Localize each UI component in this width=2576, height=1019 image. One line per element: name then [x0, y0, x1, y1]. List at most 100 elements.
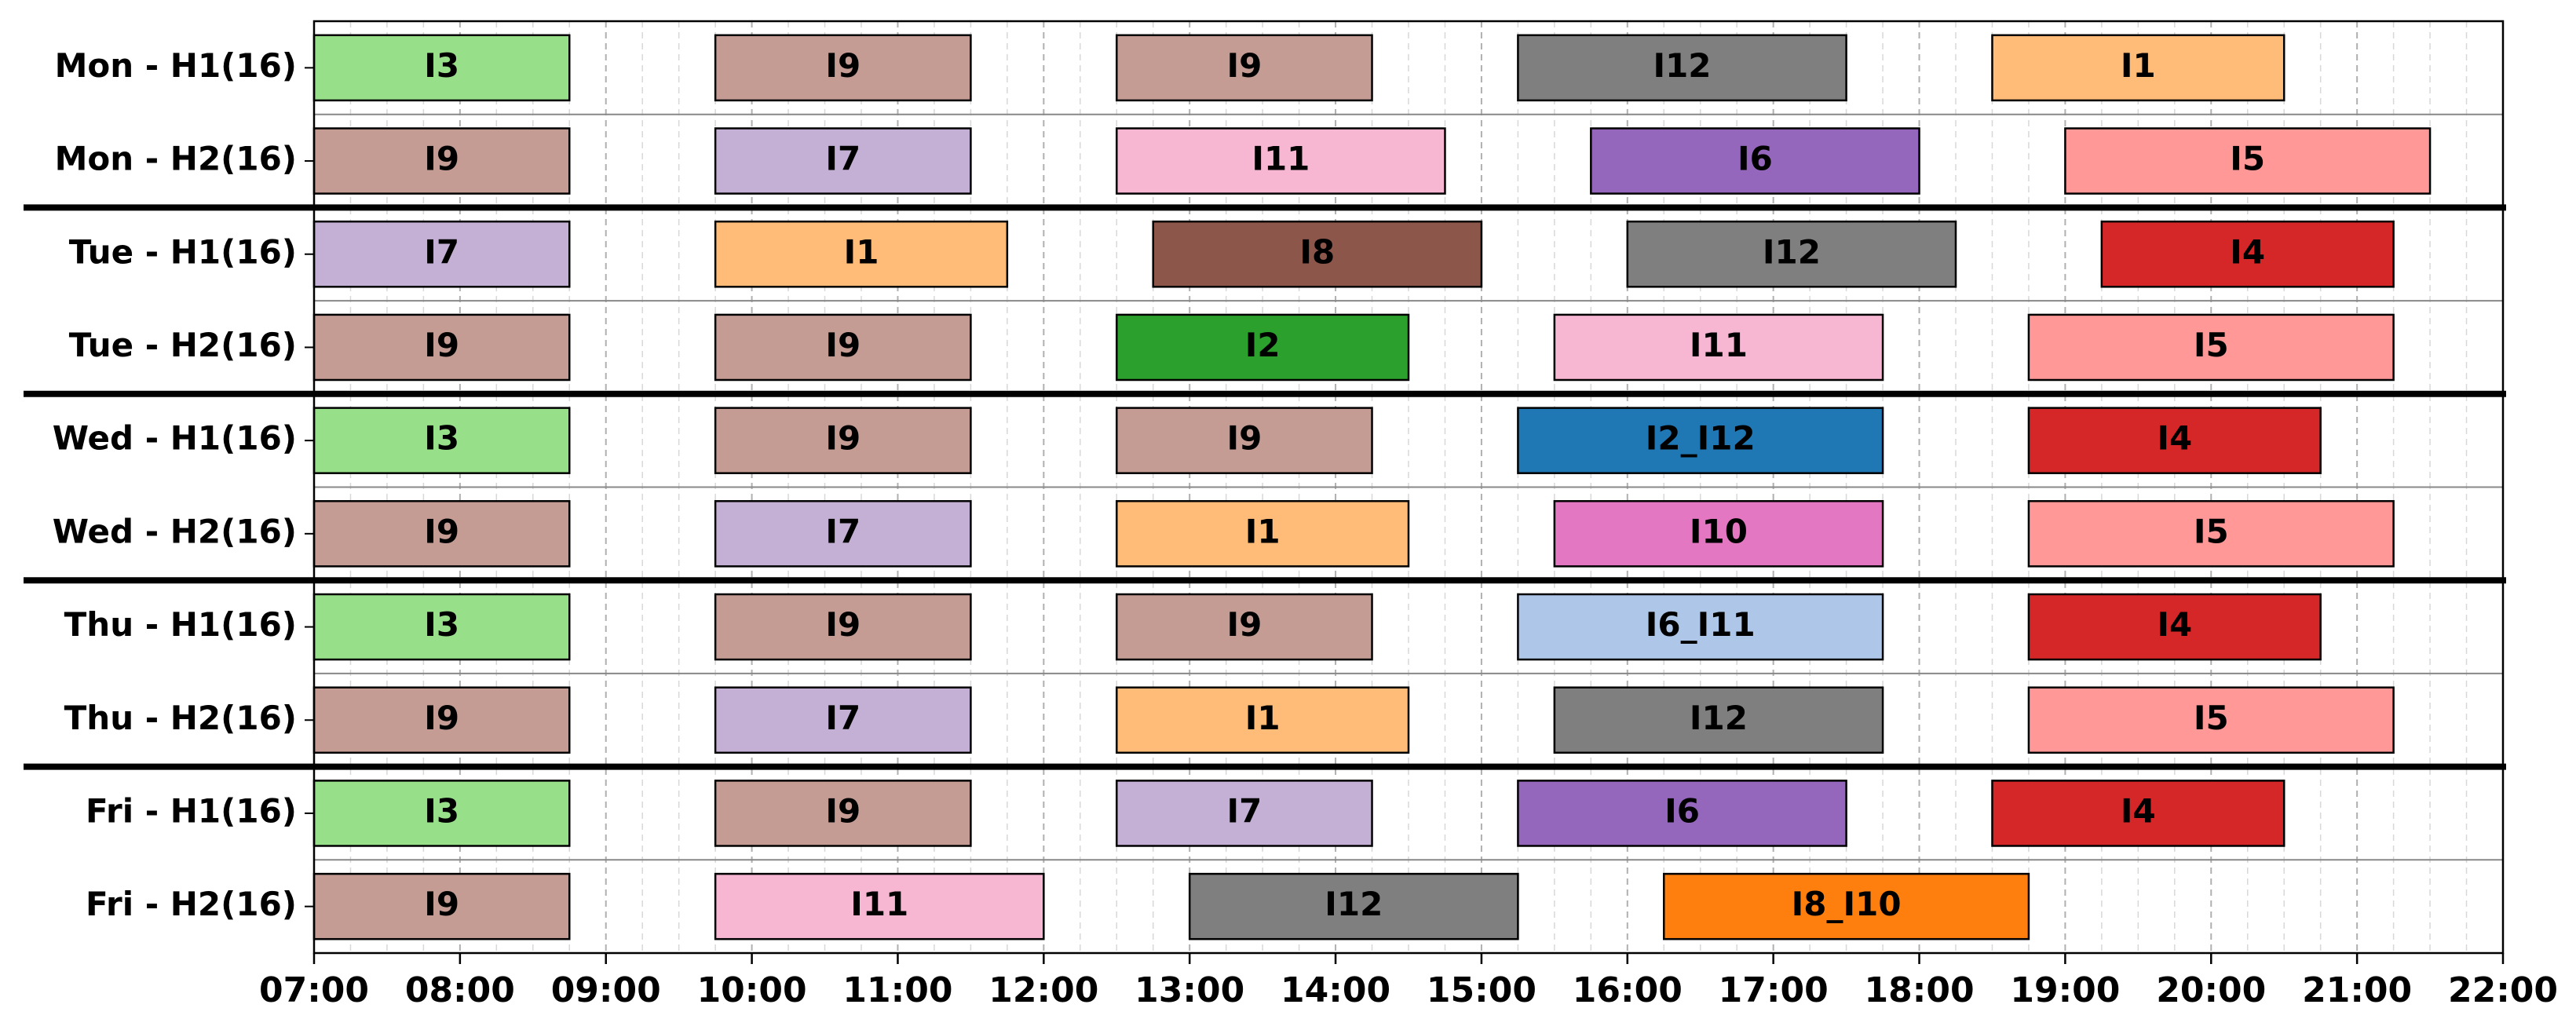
task-label: I11	[1251, 140, 1310, 178]
row-label: Tue - H2(16)	[69, 326, 297, 364]
task-label: I9	[825, 46, 860, 85]
task-bar	[1553, 500, 1884, 568]
task-bar	[714, 593, 972, 661]
task-bar	[1626, 220, 1957, 288]
x-tick-label: 12:00	[988, 970, 1098, 1010]
row-label: Thu - H2(16)	[64, 699, 297, 737]
x-tick-label: 17:00	[1719, 970, 1829, 1010]
task-label: I9	[1226, 605, 1262, 644]
task-bar	[714, 220, 1009, 288]
task-bar	[1188, 872, 1519, 940]
task-bar	[312, 500, 571, 568]
task-bar	[1517, 780, 1847, 847]
task-label: I8_I10	[1792, 885, 1902, 923]
task-bar	[2100, 220, 2395, 288]
plot-frame	[312, 20, 2505, 955]
task-bar	[2064, 127, 2432, 195]
task-bar	[312, 220, 571, 288]
task-bar	[312, 34, 571, 102]
task-bar	[312, 313, 571, 382]
task-bar	[1116, 686, 1410, 754]
x-tick-label: 22:00	[2448, 970, 2558, 1010]
x-tick-label: 20:00	[2156, 970, 2266, 1010]
task-bar	[714, 686, 972, 754]
task-bar	[312, 686, 571, 754]
row-label: Mon - H1(16)	[55, 46, 297, 85]
row-label: Wed - H1(16)	[53, 419, 297, 458]
row-label: Fri - H2(16)	[86, 885, 297, 923]
task-bar	[1663, 872, 2030, 940]
task-label: I7	[1226, 791, 1262, 830]
task-label: I5	[2194, 699, 2229, 737]
task-label: I9	[1226, 419, 1262, 458]
task-bar	[1116, 313, 1410, 382]
task-label: I5	[2194, 326, 2229, 364]
task-bar	[1590, 127, 1920, 195]
task-bar	[1116, 780, 1373, 847]
task-label: I6	[1664, 791, 1700, 830]
task-bar	[2027, 593, 2322, 661]
row-label: Fri - H1(16)	[86, 791, 297, 830]
task-label: I4	[2121, 791, 2156, 830]
task-bar	[2027, 500, 2395, 568]
task-label: I1	[2121, 46, 2156, 85]
x-tick-label: 10:00	[697, 970, 807, 1010]
task-bar	[714, 500, 972, 568]
task-label: I9	[424, 885, 459, 923]
task-label: I3	[424, 605, 459, 644]
task-bar	[1553, 313, 1884, 382]
task-bar	[2027, 313, 2395, 382]
x-tick-label: 15:00	[1427, 970, 1536, 1010]
task-label: I12	[1690, 699, 1748, 737]
task-label: I4	[2157, 419, 2192, 458]
task-label: I3	[424, 46, 459, 85]
task-bar	[714, 872, 1045, 940]
task-label: I6	[1737, 140, 1773, 178]
task-label: I3	[424, 419, 459, 458]
task-bar	[1116, 34, 1373, 102]
task-bar	[1152, 220, 1483, 288]
task-label: I11	[1690, 326, 1748, 364]
task-bar	[312, 593, 571, 661]
task-label: I1	[1245, 512, 1281, 550]
task-label: I9	[1226, 46, 1262, 85]
task-label: I9	[424, 512, 459, 550]
task-bar	[312, 127, 571, 195]
task-bar	[1116, 127, 1446, 195]
task-label: I1	[1245, 699, 1281, 737]
row-label: Thu - H1(16)	[64, 605, 297, 644]
x-tick-label: 16:00	[1573, 970, 1683, 1010]
x-tick-label: 11:00	[842, 970, 952, 1010]
row-label: Tue - H1(16)	[69, 232, 297, 271]
x-tick-label: 08:00	[405, 970, 515, 1010]
task-label: I7	[424, 232, 459, 271]
task-bar	[1116, 500, 1410, 568]
task-bar	[312, 872, 571, 940]
task-bar	[714, 780, 972, 847]
task-label: I5	[2230, 140, 2265, 178]
x-tick-label: 13:00	[1135, 970, 1244, 1010]
task-bar	[1991, 34, 2286, 102]
task-bar	[1517, 407, 1884, 474]
task-bar	[714, 127, 972, 195]
task-label: I9	[825, 791, 860, 830]
x-tick-label: 09:00	[551, 970, 661, 1010]
task-label: I10	[1690, 512, 1748, 550]
task-label: I12	[1763, 232, 1821, 271]
task-label: I5	[2194, 512, 2229, 550]
task-bar	[714, 34, 972, 102]
task-bar	[1116, 593, 1373, 661]
x-tick-label: 14:00	[1281, 970, 1390, 1010]
task-bar	[1991, 780, 2286, 847]
task-label: I12	[1325, 885, 1383, 923]
task-bar	[1517, 593, 1884, 661]
row-label: Wed - H2(16)	[53, 512, 297, 550]
task-bar	[2027, 407, 2322, 474]
task-label: I2_I12	[1646, 419, 1756, 458]
task-label: I9	[825, 605, 860, 644]
task-label: I6_I11	[1646, 605, 1756, 644]
task-bar	[312, 780, 571, 847]
task-label: I7	[825, 140, 860, 178]
task-label: I12	[1653, 46, 1711, 85]
